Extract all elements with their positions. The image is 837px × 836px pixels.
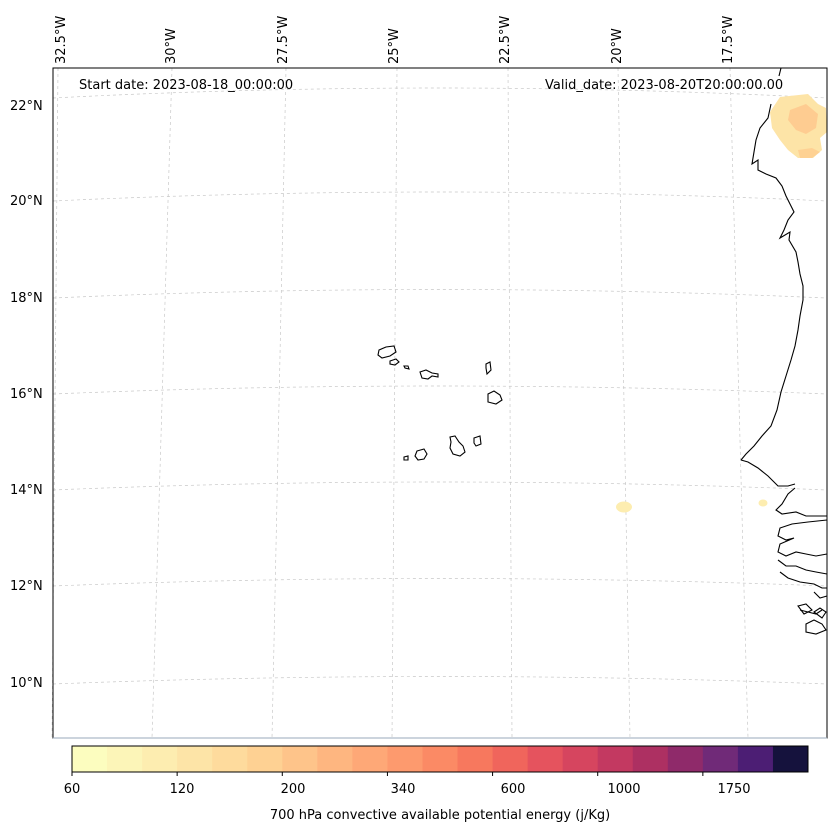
colorbar-swatch — [387, 746, 423, 772]
colorbar-swatch — [282, 746, 318, 772]
colorbar-title: 700 hPa convective available potential e… — [269, 808, 611, 823]
colorbar-tick-200: 200 — [280, 782, 306, 797]
lat-label-12n: 12°N — [10, 579, 43, 594]
cape-field — [616, 94, 827, 513]
colorbar-tick-60: 60 — [63, 782, 81, 797]
colorbar-swatch — [247, 746, 283, 772]
lon-label-20w: 20°W — [610, 28, 625, 64]
brava — [403, 455, 409, 461]
lat-label-22n: 22°N — [10, 99, 43, 114]
colorbar-swatch — [492, 746, 529, 772]
lat-label-10n: 10°N — [10, 676, 43, 691]
colorbar-swatch — [72, 746, 108, 772]
colorbar-swatch — [177, 746, 213, 772]
colorbar — [72, 746, 809, 772]
start-date-label: Start date: 2023-08-18_00:00:00 — [79, 78, 294, 93]
bissagos-islands — [797, 603, 827, 619]
colorbar-swatch — [527, 746, 564, 772]
lon-label-27-5w: 27.5°W — [276, 15, 291, 64]
colorbar-swatch — [317, 746, 353, 772]
lon-label-30w: 30°W — [164, 28, 179, 64]
graticule — [51, 67, 828, 739]
santiago — [449, 435, 466, 457]
colorbar-swatch — [457, 746, 494, 772]
colorbar-swatch — [142, 746, 178, 772]
lon-label-17-5w: 17.5°W — [721, 15, 736, 64]
sao-vicente — [389, 358, 400, 366]
colorbar-tick-340: 340 — [390, 782, 416, 797]
cape-patch-north-core — [788, 104, 818, 134]
map-frame — [52, 67, 828, 739]
lon-label-25w: 25°W — [387, 28, 402, 64]
colorbar-swatch — [212, 746, 248, 772]
colorbar-swatch — [702, 746, 739, 772]
colorbar-tick-1750: 1750 — [717, 782, 751, 797]
africa-coast-north — [740, 67, 804, 461]
colorbar-swatch — [562, 746, 599, 772]
colorbar-swatch — [352, 746, 388, 772]
lon-label-32-5w: 32.5°W — [54, 15, 69, 64]
colorbar-swatch — [422, 746, 459, 772]
sal — [485, 361, 492, 376]
colorbar-swatch — [772, 746, 809, 772]
maio — [473, 435, 482, 447]
colorbar-swatch — [107, 746, 143, 772]
lat-label-16n: 16°N — [10, 387, 43, 402]
coastlines — [377, 67, 828, 635]
colorbar-tick-600: 600 — [500, 782, 526, 797]
cape-patch-west — [616, 501, 632, 513]
fogo — [414, 448, 428, 461]
cape-patch-coast — [758, 499, 768, 507]
sao-nicolau — [419, 369, 439, 380]
colorbar-tick-120: 120 — [169, 782, 195, 797]
lat-label-14n: 14°N — [10, 483, 43, 498]
colorbar-tick-1000: 1000 — [607, 782, 641, 797]
santa-luzia — [403, 365, 410, 370]
colorbar-swatch — [597, 746, 634, 772]
santo-antao — [377, 345, 397, 359]
lon-label-22-5w: 22.5°W — [498, 15, 513, 64]
colorbar-swatch — [632, 746, 669, 772]
colorbar-frame — [71, 745, 809, 773]
africa-coast-south — [740, 459, 828, 635]
colorbar-swatch — [737, 746, 774, 772]
lat-label-18n: 18°N — [10, 291, 43, 306]
boa-vista — [487, 390, 503, 405]
valid-date-label: Valid_date: 2023-08-20T20:00:00.00 — [545, 78, 784, 93]
lat-label-20n: 20°N — [10, 194, 43, 209]
cape-patch-north-tail — [798, 148, 820, 158]
colorbar-swatch — [667, 746, 704, 772]
